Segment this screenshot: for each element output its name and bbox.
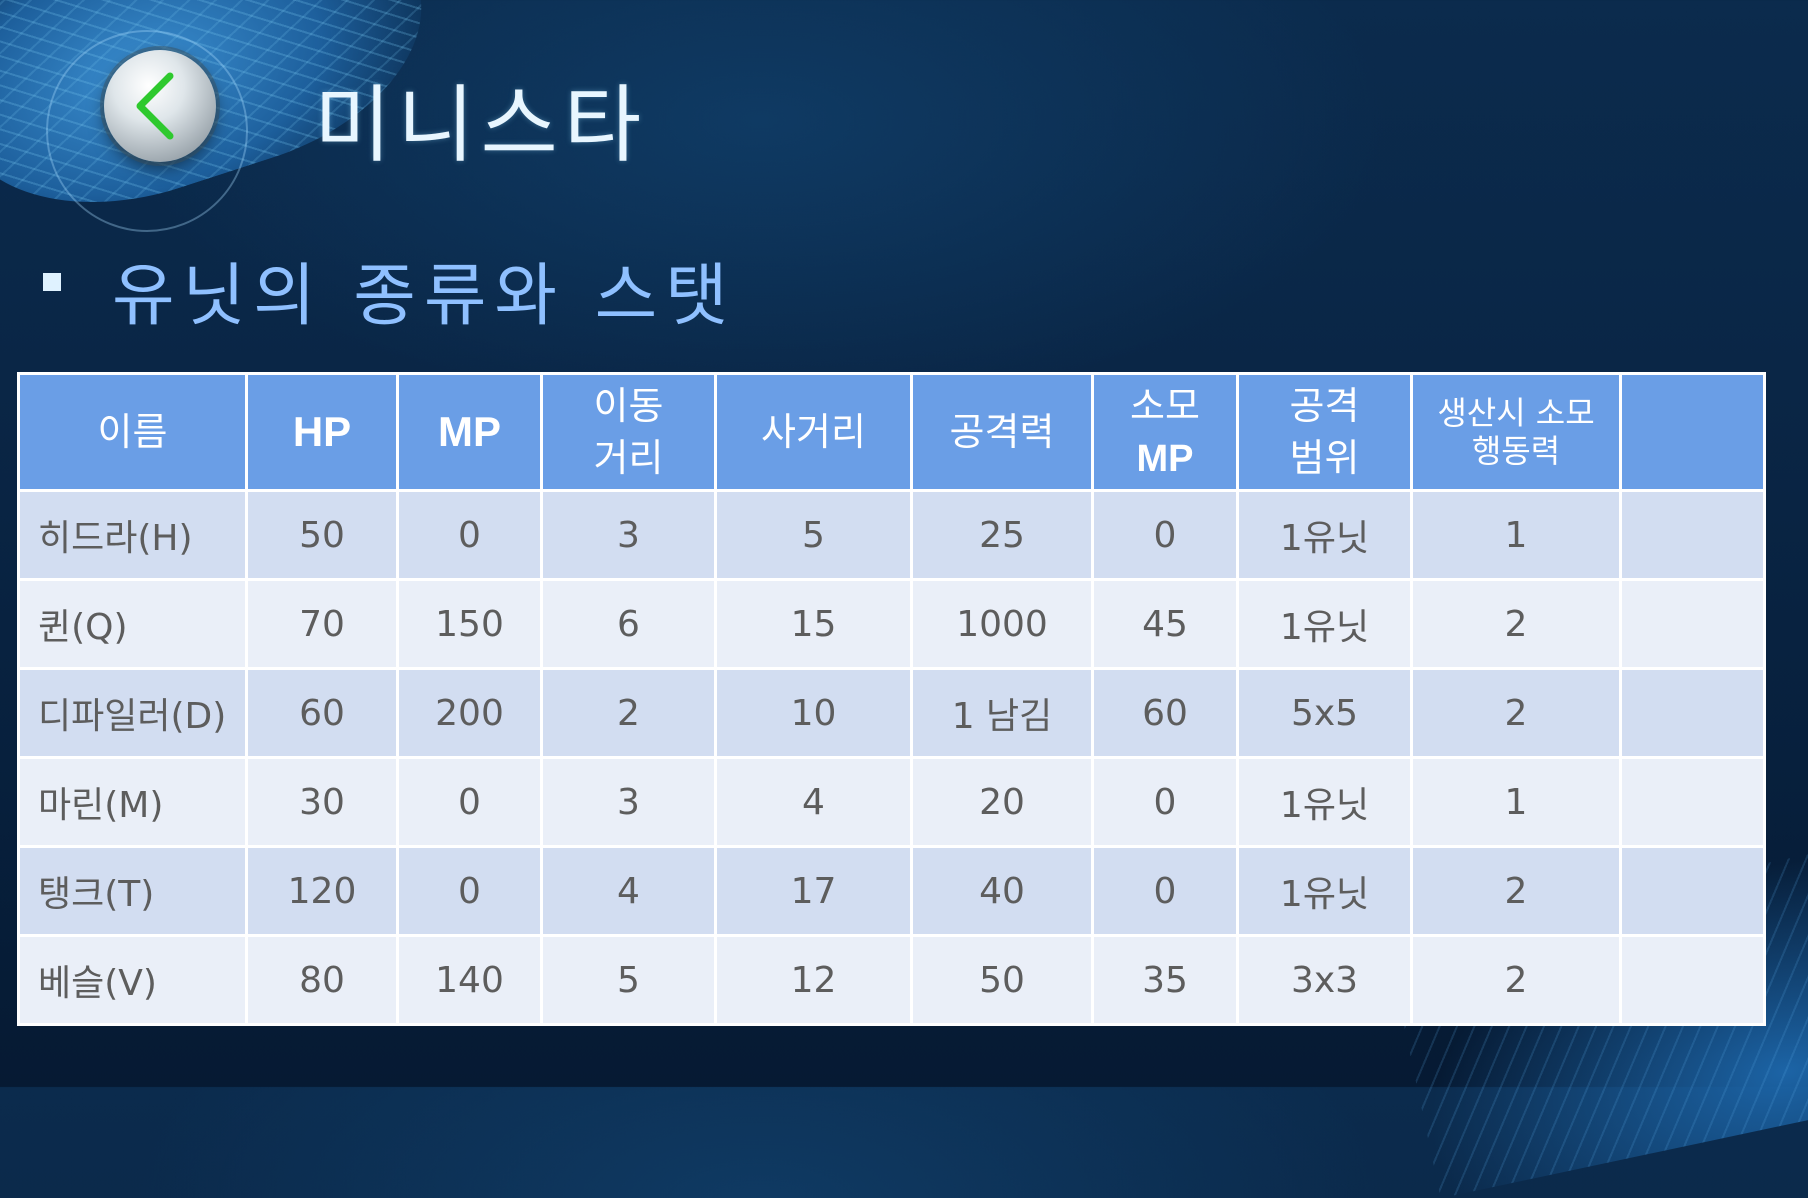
cell-cost-mp: 0 — [1091, 489, 1239, 581]
square-bullet-icon — [43, 273, 61, 291]
cell-move: 4 — [540, 845, 717, 937]
header-range: 사거리 — [714, 372, 913, 492]
table-row: 마린(M) 30 0 3 4 20 0 1유닛 1 — [17, 756, 1766, 848]
cell-move: 5 — [540, 934, 717, 1026]
cell-hp: 120 — [245, 845, 399, 937]
header-attack-area: 공격 범위 — [1236, 372, 1413, 492]
cell-mp: 150 — [396, 578, 543, 670]
cell-prod: 2 — [1410, 578, 1622, 670]
cell-name: 탱크(T) — [17, 845, 248, 937]
cell-range: 17 — [714, 845, 913, 937]
cell-area: 1유닛 — [1236, 845, 1413, 937]
table-header-row: 이름 HP MP 이동 거리 사거리 공격력 소모 MP 공격 범위 생산시 소모 행동… — [17, 372, 1766, 492]
cell-extra — [1619, 489, 1766, 581]
cell-move: 3 — [540, 489, 717, 581]
cell-cost-mp: 60 — [1091, 667, 1239, 759]
cell-range: 12 — [714, 934, 913, 1026]
cell-area: 1유닛 — [1236, 578, 1413, 670]
cell-prod: 2 — [1410, 667, 1622, 759]
cell-area: 3x3 — [1236, 934, 1413, 1026]
cell-mp: 0 — [396, 489, 543, 581]
cell-cost-mp: 0 — [1091, 756, 1239, 848]
cell-attack: 50 — [910, 934, 1094, 1026]
header-name: 이름 — [17, 372, 248, 492]
cell-range: 5 — [714, 489, 913, 581]
table-row: 히드라(H) 50 0 3 5 25 0 1유닛 1 — [17, 489, 1766, 581]
cell-range: 10 — [714, 667, 913, 759]
cell-extra — [1619, 667, 1766, 759]
header-production-cost: 생산시 소모 행동력 — [1410, 372, 1622, 492]
cell-attack: 1000 — [910, 578, 1094, 670]
cell-hp: 50 — [245, 489, 399, 581]
cell-extra — [1619, 845, 1766, 937]
cell-attack: 1 남김 — [910, 667, 1094, 759]
cell-area: 1유닛 — [1236, 489, 1413, 581]
cell-extra — [1619, 934, 1766, 1026]
cell-cost-mp: 45 — [1091, 578, 1239, 670]
cell-prod: 1 — [1410, 756, 1622, 848]
header-extra — [1619, 372, 1766, 492]
chevron-left-icon — [136, 72, 174, 140]
cell-range: 4 — [714, 756, 913, 848]
header-hp: HP — [245, 372, 399, 492]
slide-title: 미니스타 — [314, 76, 648, 174]
cell-hp: 70 — [245, 578, 399, 670]
cell-name: 히드라(H) — [17, 489, 248, 581]
cell-mp: 0 — [396, 756, 543, 848]
cell-hp: 80 — [245, 934, 399, 1026]
header-cost-mp: 소모 MP — [1091, 372, 1239, 492]
cell-prod: 2 — [1410, 934, 1622, 1026]
table-row: 퀸(Q) 70 150 6 15 1000 45 1유닛 2 — [17, 578, 1766, 670]
cell-extra — [1619, 756, 1766, 848]
cell-range: 15 — [714, 578, 913, 670]
cell-hp: 30 — [245, 756, 399, 848]
cell-area: 1유닛 — [1236, 756, 1413, 848]
cell-mp: 200 — [396, 667, 543, 759]
cell-cost-mp: 0 — [1091, 845, 1239, 937]
cell-name: 퀸(Q) — [17, 578, 248, 670]
table-row: 디파일러(D) 60 200 2 10 1 남김 60 5x5 2 — [17, 667, 1766, 759]
cell-extra — [1619, 578, 1766, 670]
unit-stats-table: 이름 HP MP 이동 거리 사거리 공격력 소모 MP 공격 범위 생산시 소모 행동… — [17, 372, 1766, 1026]
cell-name: 마린(M) — [17, 756, 248, 848]
cell-cost-mp: 35 — [1091, 934, 1239, 1026]
cell-move: 2 — [540, 667, 717, 759]
slide-subtitle: 유닛의 종류와 스탯 — [112, 257, 736, 336]
table-row: 탱크(T) 120 0 4 17 40 0 1유닛 2 — [17, 845, 1766, 937]
cell-name: 디파일러(D) — [17, 667, 248, 759]
cell-move: 3 — [540, 756, 717, 848]
cell-area: 5x5 — [1236, 667, 1413, 759]
button-ring-decoration — [46, 30, 248, 232]
header-mp: MP — [396, 372, 543, 492]
cell-name: 베슬(V) — [17, 934, 248, 1026]
table-row: 베슬(V) 80 140 5 12 50 35 3x3 2 — [17, 934, 1766, 1026]
cell-attack: 25 — [910, 489, 1094, 581]
cell-mp: 0 — [396, 845, 543, 937]
header-move-distance: 이동 거리 — [540, 372, 717, 492]
cell-attack: 40 — [910, 845, 1094, 937]
back-button[interactable] — [104, 50, 216, 162]
cell-move: 6 — [540, 578, 717, 670]
header-attack: 공격력 — [910, 372, 1094, 492]
cell-mp: 140 — [396, 934, 543, 1026]
cell-hp: 60 — [245, 667, 399, 759]
cell-attack: 20 — [910, 756, 1094, 848]
cell-prod: 2 — [1410, 845, 1622, 937]
cell-prod: 1 — [1410, 489, 1622, 581]
